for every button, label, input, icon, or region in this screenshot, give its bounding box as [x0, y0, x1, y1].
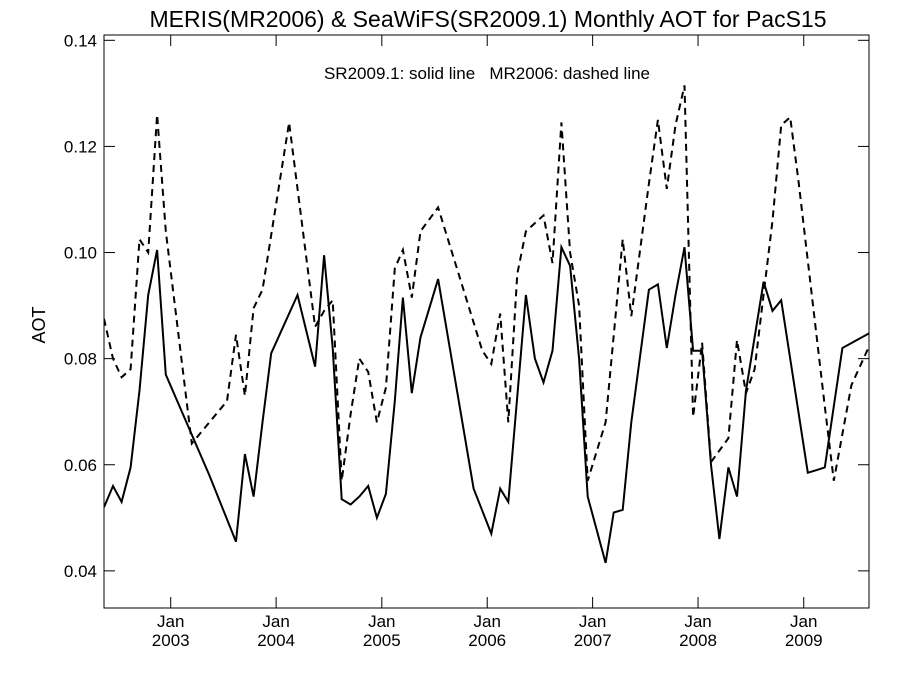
x-tick-month-label: Jan — [790, 612, 817, 631]
x-tick-month-label: Jan — [474, 612, 501, 631]
x-tick-year-label: 2004 — [257, 631, 295, 650]
x-tick-month-label: Jan — [579, 612, 606, 631]
x-tick-year-label: 2007 — [574, 631, 612, 650]
x-tick-year-label: 2003 — [152, 631, 190, 650]
series-line-mr2006 — [104, 85, 869, 481]
y-axis-label: AOT — [29, 306, 49, 343]
y-tick-label: 0.08 — [64, 350, 97, 369]
y-tick-label: 0.04 — [64, 562, 97, 581]
series-annotation: SR2009.1: solid line MR2006: dashed line — [324, 64, 650, 83]
x-tick-year-label: 2005 — [363, 631, 401, 650]
y-tick-label: 0.10 — [64, 244, 97, 263]
x-tick-month-label: Jan — [368, 612, 395, 631]
x-tick-year-label: 2006 — [468, 631, 506, 650]
y-tick-label: 0.06 — [64, 456, 97, 475]
x-tick-month-label: Jan — [262, 612, 289, 631]
series-line-sr2009-1 — [104, 243, 869, 564]
x-tick-year-label: 2009 — [785, 631, 823, 650]
y-tick-label: 0.14 — [64, 31, 97, 50]
y-tick-label: 0.12 — [64, 137, 97, 156]
axis-ticks: 0.040.060.080.100.120.14Jan2003Jan2004Ja… — [64, 31, 869, 650]
x-tick-month-label: Jan — [684, 612, 711, 631]
chart-title: MERIS(MR2006) & SeaWiFS(SR2009.1) Monthl… — [149, 6, 826, 32]
x-tick-month-label: Jan — [157, 612, 184, 631]
series-layer — [104, 85, 869, 564]
x-tick-year-label: 2008 — [679, 631, 717, 650]
